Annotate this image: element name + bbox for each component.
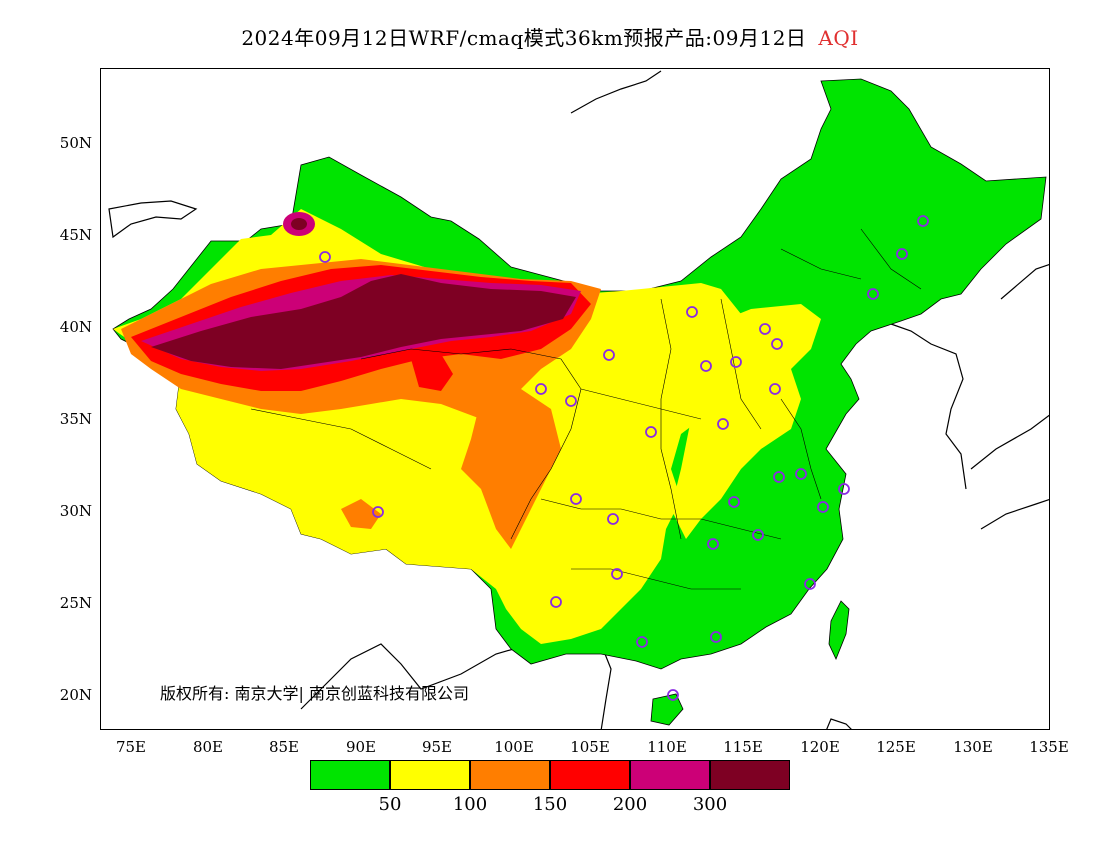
aqi-region-orange-tibet (341, 499, 381, 529)
lat-label: 45N (59, 226, 92, 244)
city-marker (707, 538, 719, 550)
aqi-region-red-qinghai (411, 354, 453, 391)
lon-label: 110E (647, 738, 687, 756)
title-variable: AQI (818, 26, 859, 50)
province-boundary (720, 298, 762, 430)
lon-label: 135E (1029, 738, 1069, 756)
city-marker (603, 349, 615, 361)
city-marker (645, 426, 657, 438)
city-marker (550, 596, 562, 608)
city-marker (319, 251, 331, 263)
province-boundary (860, 228, 922, 290)
province-boundary (360, 348, 582, 540)
lon-label: 80E (192, 738, 224, 756)
city-marker (804, 578, 816, 590)
city-marker (686, 306, 698, 318)
aqi-region-orange-south (461, 389, 561, 549)
lon-label: 75E (115, 738, 147, 756)
legend-swatch (310, 760, 390, 790)
coastline-southeast-asia (300, 638, 612, 729)
city-marker (710, 631, 722, 643)
city-marker (795, 468, 807, 480)
lon-label: 115E (723, 738, 763, 756)
lon-label: 130E (953, 738, 993, 756)
map-frame (100, 68, 1050, 730)
city-marker (636, 636, 648, 648)
aqi-hotspot-dzungaria-core (291, 218, 307, 230)
city-marker (607, 513, 619, 525)
lon-label: 120E (800, 738, 840, 756)
lat-label: 35N (59, 410, 92, 428)
aqi-region-yellow-east (671, 304, 821, 539)
city-marker (867, 288, 879, 300)
city-marker (700, 360, 712, 372)
city-marker (769, 383, 781, 395)
legend-swatch (470, 760, 550, 790)
province-boundary (540, 498, 782, 540)
city-marker (728, 496, 740, 508)
legend-swatch (630, 760, 710, 790)
lat-label: 40N (59, 318, 92, 336)
taiwan-island (828, 600, 850, 661)
city-marker (372, 506, 384, 518)
legend-swatch (390, 760, 470, 790)
city-marker (570, 493, 582, 505)
city-marker (759, 323, 771, 335)
city-marker (773, 471, 785, 483)
province-boundary (580, 388, 702, 420)
province-boundary (780, 398, 822, 500)
legend-label: 150 (532, 794, 568, 815)
legend-label: 300 (692, 794, 728, 815)
city-marker (917, 215, 929, 227)
province-boundary (660, 298, 682, 540)
coastline-korea (890, 323, 967, 490)
coastline-philippines (826, 718, 852, 729)
lon-label: 105E (570, 738, 610, 756)
lon-label: 125E (876, 738, 916, 756)
city-marker (896, 248, 908, 260)
city-marker (611, 568, 623, 580)
city-marker (565, 395, 577, 407)
legend-label: 100 (452, 794, 488, 815)
coastline-north (570, 70, 662, 114)
legend-swatch (710, 760, 790, 790)
city-marker (535, 383, 547, 395)
province-boundary (571, 568, 741, 590)
coastline-northwest (108, 200, 198, 239)
legend-label: 50 (378, 794, 402, 815)
lon-label: 100E (494, 738, 534, 756)
aqi-region-maroon (151, 274, 576, 369)
city-marker (667, 689, 679, 701)
city-marker (730, 356, 742, 368)
lat-label: 25N (59, 594, 92, 612)
map-title: 2024年09月12日WRF/cmaq模式36km预报产品:09月12日 AQI (0, 22, 1100, 51)
city-marker (771, 338, 783, 350)
city-marker (817, 501, 829, 513)
lat-label: 50N (59, 134, 92, 152)
lat-label: 30N (59, 502, 92, 520)
city-marker (717, 418, 729, 430)
legend-label: 200 (612, 794, 648, 815)
lon-label: 90E (345, 738, 377, 756)
lon-label: 95E (421, 738, 453, 756)
city-marker (752, 529, 764, 541)
hainan-island (650, 693, 684, 726)
province-boundary (250, 408, 432, 470)
coastline-japan (970, 264, 1049, 530)
lat-label: 20N (59, 686, 92, 704)
lon-label: 85E (268, 738, 300, 756)
province-boundary (780, 248, 862, 280)
city-marker (838, 483, 850, 495)
aqi-map (108, 70, 1049, 729)
title-main: 2024年09月12日WRF/cmaq模式36km预报产品:09月12日 (241, 26, 807, 50)
legend-swatch (550, 760, 630, 790)
copyright-text: 版权所有: 南京大学| 南京创蓝科技有限公司 (160, 684, 469, 703)
